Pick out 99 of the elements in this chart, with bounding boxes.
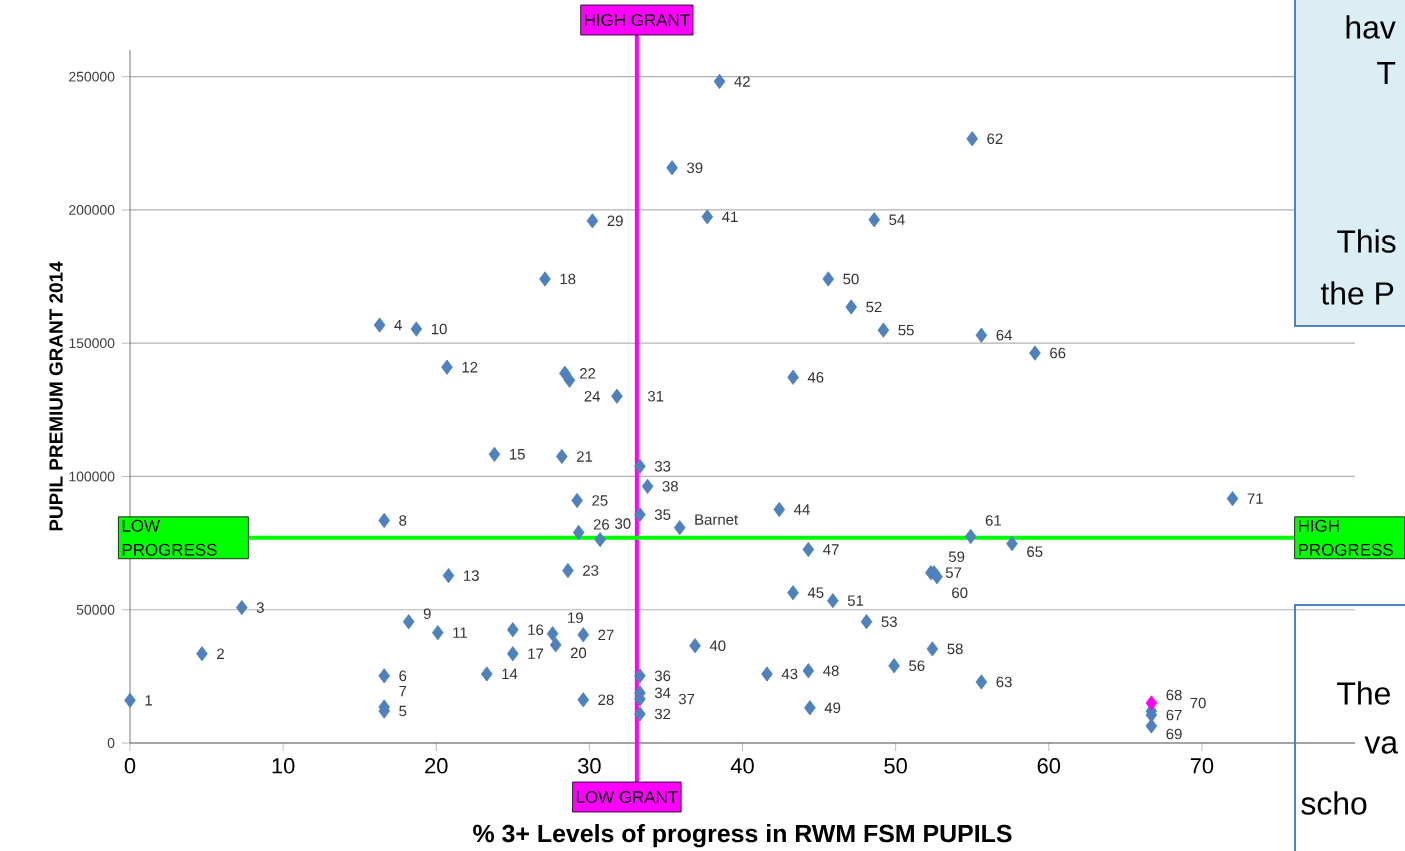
annotation: 57 (945, 567, 962, 578)
annotation: 46 (807, 372, 824, 383)
annotation: 5 (399, 705, 407, 717)
annotation: HIGH PROGRESS (1298, 519, 1393, 556)
y-tick-label: 150000 (69, 338, 115, 349)
annotation: 19 (568, 612, 583, 624)
annotation: 30 (615, 518, 631, 529)
ref-line-label: LOW PROGRESS (122, 519, 217, 556)
annotation: 26 (593, 519, 610, 530)
text: T (1377, 62, 1396, 84)
annotation: 17 (528, 648, 544, 659)
x-tick-label: 30 (578, 758, 601, 774)
annotation: 62 (987, 133, 1003, 145)
annotation: 50 (843, 273, 859, 285)
annotation: 40 (709, 640, 726, 652)
annotation: 53 (881, 616, 897, 628)
annotation: 70 (1190, 697, 1206, 709)
x-tick-label: 10 (272, 758, 295, 774)
ref-line-label: HIGH GRANT (585, 14, 690, 26)
annotation: 20 (570, 647, 587, 659)
annotation: 60 (952, 587, 968, 598)
annotation: 10 (431, 323, 447, 335)
annotation: 68 (1166, 689, 1182, 701)
annotation: 23 (583, 565, 599, 576)
y-tick-label: 250000 (69, 71, 115, 82)
annotation: 65 (1027, 546, 1043, 557)
annotation: The (1337, 681, 1390, 705)
annotation: 69 (1166, 728, 1182, 740)
annotation: 34 (654, 687, 671, 699)
annotation: Barnet (695, 514, 739, 525)
annotation: 15 (509, 449, 525, 460)
annotation: 45 (807, 587, 824, 598)
annotation: 51 (847, 595, 864, 606)
annotation: 11 (453, 627, 467, 638)
annotation: 43 (781, 668, 798, 680)
annotation: 42 (734, 76, 750, 87)
annotation: 18 (560, 273, 576, 285)
annotation: 58 (947, 643, 963, 655)
x-tick-label: 40 (730, 758, 754, 774)
annotation: 56 (909, 660, 925, 671)
y-tick-label: 0 (107, 738, 115, 748)
annotation: 44 (794, 504, 810, 515)
annotation: 37 (678, 693, 695, 705)
text: scho (1301, 791, 1367, 815)
annotation: 71 (1247, 493, 1263, 504)
annotation: 31 (647, 390, 664, 402)
annotation: 48 (823, 665, 839, 677)
x-tick-label: 0 (124, 758, 136, 774)
annotation: 35 (654, 509, 671, 520)
y-axis-title: PUPIL PREMIUM GRANT 2014 (49, 261, 63, 531)
annotation: 47 (823, 544, 839, 555)
annotation: 59 (948, 551, 965, 562)
x-tick-label: 70 (1190, 758, 1214, 774)
x-tick-label: 60 (1037, 758, 1061, 774)
annotation: 4 (394, 319, 402, 331)
annotation: 21 (576, 451, 593, 462)
annotation: 6 (399, 670, 407, 682)
annotation: 13 (464, 570, 479, 581)
annotation: 52 (866, 301, 882, 313)
annotation: 9 (423, 608, 431, 620)
annotation: 54 (889, 214, 905, 226)
y-tick-label: 50000 (76, 604, 115, 615)
annotation: 22 (580, 368, 596, 379)
annotation: 63 (996, 676, 1012, 688)
annotation: 64 (996, 329, 1012, 341)
annotation: 29 (607, 215, 623, 227)
annotation: 32 (654, 708, 671, 720)
annotation: 14 (502, 668, 518, 680)
annotation: 38 (662, 481, 678, 492)
annotation: 3 (256, 602, 264, 613)
annotation: 24 (584, 391, 601, 402)
annotation: 66 (1050, 347, 1066, 359)
x-tick-label: 20 (425, 758, 448, 774)
annotation: 16 (528, 624, 544, 636)
annotation: This (1337, 229, 1396, 253)
annotation: 1 (145, 695, 152, 706)
y-tick-label: 100000 (69, 471, 115, 482)
annotation: 36 (654, 670, 671, 682)
annotation: 8 (399, 515, 407, 526)
annotation: 25 (592, 495, 608, 506)
annotation: 61 (985, 515, 1001, 526)
annotation: 41 (722, 211, 738, 222)
x-tick-label: 50 (884, 758, 907, 774)
text: va (1364, 736, 1399, 754)
annotation: 39 (687, 162, 703, 174)
annotation: 27 (598, 629, 614, 640)
annotation: LOW GRANT (576, 791, 678, 803)
y-tick-label: 200000 (69, 205, 115, 215)
annotation: 67 (1166, 709, 1182, 721)
x-axis-title: % 3+ Levels of progress in RWM FSM PUPILS (473, 824, 1012, 848)
annotation: 55 (898, 324, 914, 336)
text: hav (1346, 15, 1396, 39)
annotation: 49 (824, 702, 841, 714)
annotation: 33 (654, 461, 671, 472)
annotation: 28 (598, 694, 614, 706)
annotation: 7 (399, 685, 407, 697)
annotation: 12 (462, 361, 478, 373)
annotation: 2 (217, 648, 224, 659)
annotation: the P (1320, 281, 1394, 305)
